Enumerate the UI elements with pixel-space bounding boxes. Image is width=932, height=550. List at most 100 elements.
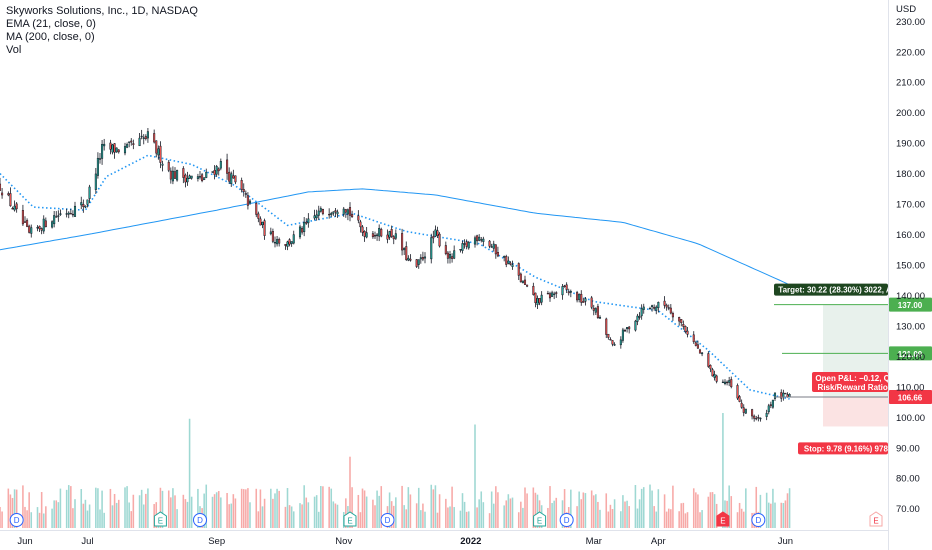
candle-body	[480, 239, 483, 241]
candle	[680, 319, 683, 327]
candle-body	[663, 300, 666, 306]
candle	[461, 240, 464, 254]
ma-indicator-label[interactable]: MA (200, close, 0)	[6, 31, 95, 43]
volume-bar	[490, 491, 493, 528]
candle	[82, 199, 85, 213]
candle-body	[26, 220, 29, 227]
volume-bar	[184, 499, 187, 528]
candle	[30, 224, 33, 238]
candle	[57, 210, 60, 222]
candle-body	[359, 221, 362, 228]
time-axis[interactable]: Jun Jul Sep Nov 2022 Mar Apr Jun	[0, 530, 888, 548]
candle	[409, 254, 412, 262]
candle	[417, 259, 420, 269]
candle-body	[684, 326, 687, 332]
volume-bar	[605, 493, 608, 528]
candle	[467, 240, 470, 250]
candle-body	[276, 239, 279, 245]
moving-averages	[0, 154, 790, 400]
volume-bar	[653, 506, 655, 528]
candle	[359, 219, 362, 233]
candle-body	[111, 144, 114, 153]
candle-body	[521, 280, 524, 283]
target-flag: Target: 30.22 (28.30%) 3022, A	[774, 283, 892, 296]
candle	[217, 167, 220, 176]
volume-indicator-label[interactable]: Vol	[6, 44, 22, 56]
candle-body	[721, 381, 724, 384]
candle	[648, 306, 652, 310]
candle	[663, 296, 666, 309]
candle	[421, 251, 424, 262]
volume-bar	[284, 506, 287, 528]
candle	[232, 169, 235, 179]
candle	[392, 235, 395, 245]
candle-body	[57, 215, 60, 217]
candle	[42, 215, 45, 234]
earnings-marker[interactable]: E	[716, 511, 730, 527]
candle	[682, 320, 685, 330]
candle-body	[1, 192, 4, 196]
candle-body	[67, 212, 70, 215]
volume-bar	[526, 493, 528, 528]
candle-body	[303, 221, 306, 232]
volume-bar	[626, 500, 628, 528]
volume-bar	[30, 512, 33, 528]
price-tick-label: 90.00	[896, 443, 920, 454]
candle-body	[434, 229, 437, 237]
dividend-marker[interactable]: D	[9, 513, 24, 527]
dividend-marker[interactable]: D	[380, 513, 395, 527]
middle-price-badge-bg	[889, 346, 932, 361]
earnings-marker[interactable]: E	[533, 511, 547, 527]
candle	[653, 304, 656, 311]
candle	[305, 218, 308, 225]
volume-bar	[334, 503, 337, 528]
earnings-marker[interactable]: E	[869, 511, 883, 527]
candle-body	[667, 307, 670, 309]
dividend-marker[interactable]: D	[193, 513, 207, 527]
symbol-title[interactable]: Skyworks Solutions, Inc., 1D, NASDAQ	[6, 5, 198, 17]
volume-bar	[132, 494, 135, 528]
candle	[130, 138, 133, 146]
volume-bars	[0, 413, 791, 528]
candle	[86, 199, 89, 208]
candle-body	[128, 141, 131, 143]
volume-bar	[84, 499, 87, 528]
candle	[51, 220, 54, 229]
candle-body	[101, 144, 104, 159]
volume-bar	[95, 487, 97, 528]
candle-body	[157, 148, 160, 156]
candle-body	[198, 176, 202, 178]
candle-body	[740, 402, 743, 408]
earnings-marker[interactable]: E	[343, 511, 357, 527]
volume-bar	[307, 502, 310, 528]
candle	[657, 301, 660, 313]
volume-bar	[290, 506, 293, 528]
candle-body	[159, 145, 162, 163]
candle	[592, 304, 595, 316]
volume-bar	[211, 496, 214, 528]
volume-bar	[665, 511, 668, 528]
price-axis[interactable]: USD 70.00 80.00 90.00 100.00 110.00 120.00 130…	[888, 0, 926, 550]
earnings-marker[interactable]: E	[153, 511, 167, 527]
volume-bar	[713, 494, 716, 528]
candle	[146, 127, 149, 143]
candle-body	[246, 195, 249, 206]
candle-body	[417, 259, 420, 265]
earnings-marker-letter: E	[347, 517, 352, 526]
candle	[9, 187, 12, 207]
position-levels[interactable]: 137.00 121.00 106.66 Target: 30.22 (28.30%)…	[774, 283, 932, 455]
ema-indicator-label[interactable]: EMA (21, close, 0)	[6, 18, 96, 30]
volume-bar	[447, 507, 449, 528]
candle-body	[336, 211, 339, 215]
price-tick-label: 200.00	[896, 108, 925, 119]
candle-body	[169, 170, 172, 180]
dividend-marker[interactable]: D	[559, 513, 574, 527]
volume-bar	[415, 503, 418, 528]
volume-bar	[215, 492, 218, 528]
dividend-marker[interactable]: D	[751, 513, 766, 527]
volume-bar	[570, 489, 572, 528]
candle	[244, 190, 247, 198]
candle	[613, 342, 616, 346]
